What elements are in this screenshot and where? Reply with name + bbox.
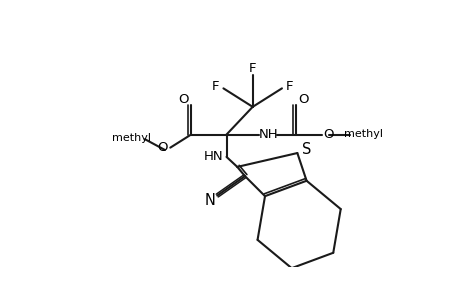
- Text: NH: NH: [258, 128, 278, 141]
- Text: methyl: methyl: [111, 134, 150, 143]
- Text: O: O: [323, 128, 333, 141]
- Text: O: O: [297, 93, 308, 106]
- Text: O: O: [157, 141, 168, 154]
- Text: F: F: [248, 62, 256, 75]
- Text: O: O: [178, 93, 188, 106]
- Text: methyl: methyl: [343, 129, 382, 139]
- Text: F: F: [285, 80, 293, 92]
- Text: HN: HN: [203, 150, 223, 163]
- Text: F: F: [212, 80, 219, 92]
- Text: S: S: [301, 142, 311, 157]
- Text: N: N: [204, 193, 215, 208]
